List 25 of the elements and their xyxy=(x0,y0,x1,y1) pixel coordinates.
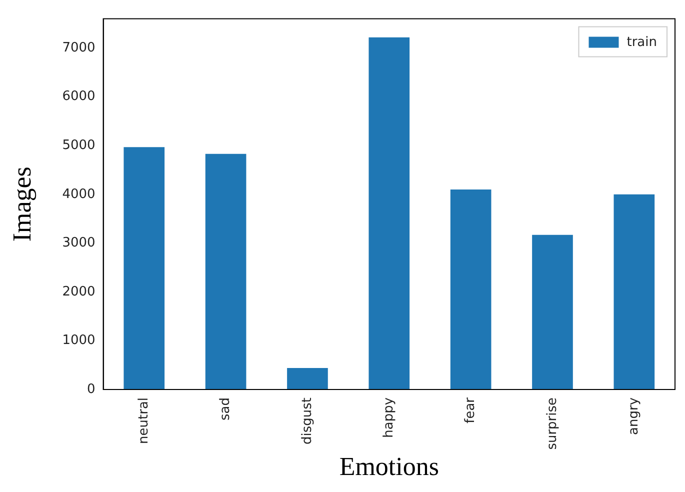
y-tick-label: 4000 xyxy=(62,186,96,202)
bar xyxy=(614,194,655,390)
x-tick-label: angry xyxy=(626,397,642,435)
bar xyxy=(532,234,573,390)
x-tick-label: happy xyxy=(382,397,397,438)
y-tick-label: 6000 xyxy=(62,89,96,104)
bar xyxy=(368,37,410,390)
y-tick-label: 5000 xyxy=(62,138,96,153)
y-tick-label: 7000 xyxy=(62,40,96,56)
y-tick-label: 0 xyxy=(87,382,96,397)
y-tick-label: 3000 xyxy=(62,236,96,251)
x-tick-label: sad xyxy=(218,397,234,420)
bar xyxy=(450,190,492,390)
y-axis-title: Images xyxy=(7,166,36,242)
bar xyxy=(124,147,165,390)
y-tick-label: 1000 xyxy=(62,333,96,348)
y-tick-label: 2000 xyxy=(62,284,96,300)
x-tick-label: surprise xyxy=(544,397,560,450)
x-axis-title: Emotions xyxy=(339,452,439,482)
bar xyxy=(205,154,246,390)
legend-label: train xyxy=(626,35,658,50)
bar xyxy=(287,368,328,390)
x-tick-label: fear xyxy=(463,396,478,424)
x-tick-label: neutral xyxy=(136,397,152,444)
x-tick-label: disgust xyxy=(300,397,315,444)
